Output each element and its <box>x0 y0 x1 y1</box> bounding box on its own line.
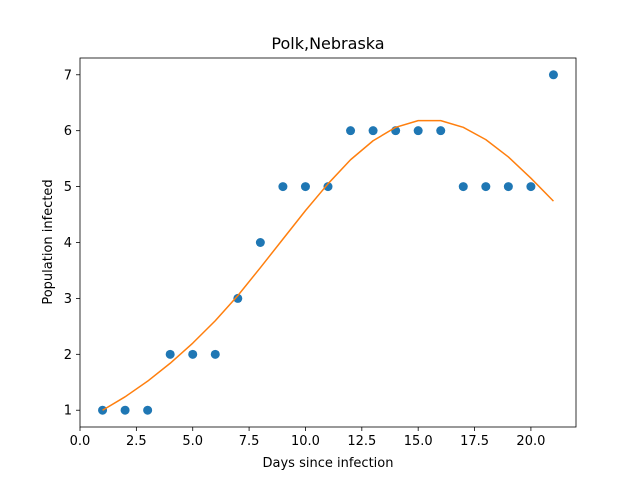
data-point <box>300 182 310 192</box>
data-point <box>278 182 288 192</box>
x-axis-label: Days since infection <box>263 456 394 471</box>
data-point <box>346 126 356 136</box>
x-tick-label: 2.5 <box>126 434 147 449</box>
data-point <box>233 293 243 303</box>
y-tick-label: 1 <box>64 404 72 419</box>
data-point <box>323 182 333 192</box>
data-point <box>436 126 446 136</box>
y-axis-label: Population infected <box>41 179 56 304</box>
x-tick-label: 0.0 <box>70 434 91 449</box>
x-tick-label: 5.0 <box>182 434 203 449</box>
data-point <box>481 182 491 192</box>
data-point <box>188 349 198 359</box>
data-point <box>526 182 536 192</box>
data-point <box>503 182 513 192</box>
x-tick-label: 20.0 <box>516 434 545 449</box>
data-point <box>368 126 378 136</box>
y-tick-label: 3 <box>64 292 72 307</box>
y-tick-label: 6 <box>64 124 72 139</box>
y-tick-label: 7 <box>64 68 72 83</box>
plot-area <box>79 57 577 428</box>
x-axis: 0.0 2.5 5.0 7.5 10.0 12.5 15.0 17.5 20.0 <box>70 427 545 449</box>
chart-title: Polk,Nebraska <box>271 34 384 53</box>
x-tick-label: 7.5 <box>239 434 260 449</box>
fit-line <box>102 119 554 411</box>
x-tick-label: 12.5 <box>347 434 376 449</box>
y-axis: 1 2 3 4 5 6 7 <box>64 68 80 419</box>
data-point <box>120 405 130 415</box>
y-tick-label: 2 <box>64 348 72 363</box>
data-point <box>165 349 175 359</box>
data-point <box>458 182 468 192</box>
data-point <box>548 70 558 80</box>
y-tick-label: 5 <box>64 180 72 195</box>
data-point <box>255 238 265 247</box>
y-tick-label: 4 <box>64 236 72 251</box>
x-tick-label: 17.5 <box>460 434 489 449</box>
data-point <box>143 405 153 415</box>
x-tick-label: 10.0 <box>291 434 320 449</box>
data-point <box>413 126 423 136</box>
data-point <box>210 349 220 359</box>
x-tick-label: 15.0 <box>404 434 433 449</box>
